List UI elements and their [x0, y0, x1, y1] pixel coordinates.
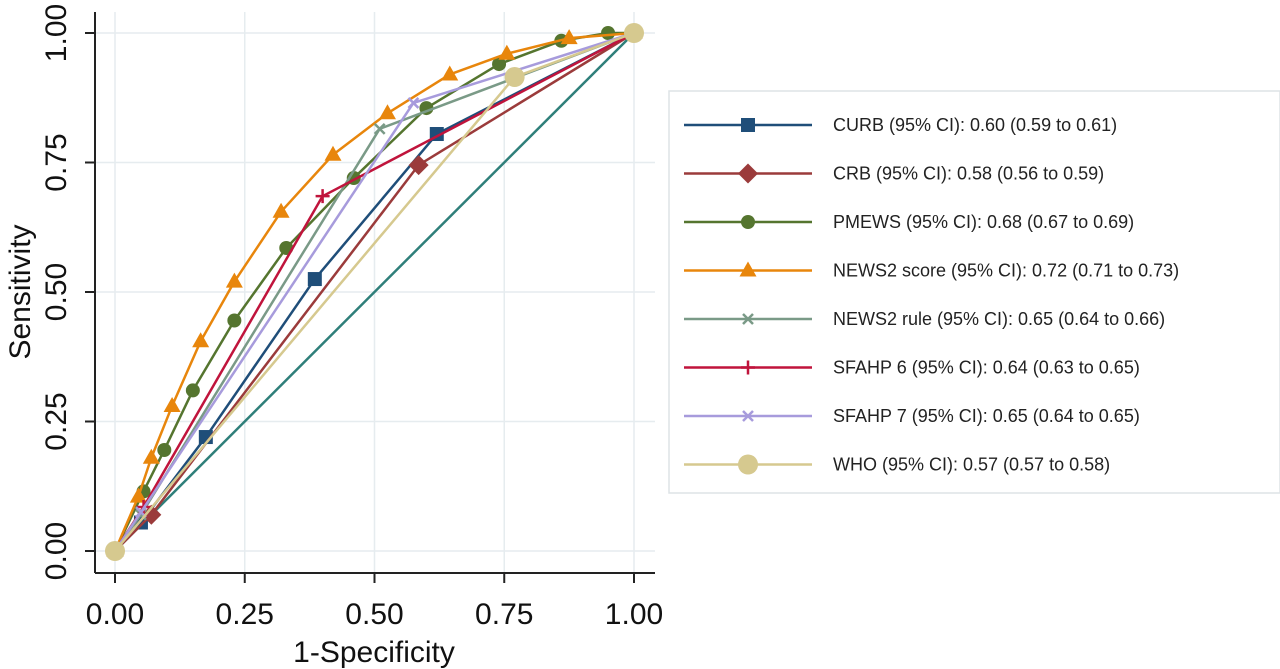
data-point [142, 448, 160, 464]
legend-marker [739, 261, 757, 277]
legend-marker [738, 163, 758, 184]
data-point [163, 396, 181, 412]
legend-entry: SFAHP 6 (95% CI): 0.64 (0.63 to 0.65) [684, 358, 1140, 378]
reference-diagonal [114, 32, 635, 552]
legend-label: CRB (95% CI): 0.58 (0.56 to 0.59) [833, 164, 1104, 184]
x-axis-title: 1-Specificity [293, 636, 455, 669]
y-axis-title: Sensitivity [4, 224, 37, 359]
y-tick-label: 0.50 [40, 263, 73, 321]
legend-label: NEWS2 score (95% CI): 0.72 (0.71 to 0.73… [833, 261, 1179, 281]
x-tick-label: 1.00 [605, 598, 663, 631]
data-point [225, 272, 243, 288]
y-tick-label: 1.00 [40, 4, 73, 62]
data-point [192, 332, 210, 348]
y-tick-labels: 0.00 0.25 0.50 0.75 1.00 [40, 4, 73, 580]
legend-marker [738, 454, 758, 475]
legend-label: NEWS2 rule (95% CI): 0.65 (0.64 to 0.66) [833, 309, 1165, 329]
legend: CURB (95% CI): 0.60 (0.59 to 0.61) CRB (9… [668, 90, 1280, 494]
legend-entry: CURB (95% CI): 0.60 (0.59 to 0.61) [684, 115, 1117, 135]
data-point [129, 487, 147, 503]
reference-line [114, 32, 635, 552]
x-tick-labels: 0.00 0.25 0.50 0.75 1.00 [86, 598, 663, 631]
legend-marker [742, 410, 754, 422]
data-point [408, 155, 429, 176]
x-tick-label: 0.00 [86, 598, 144, 631]
y-tick-label: 0.75 [40, 133, 73, 191]
data-point [601, 26, 616, 40]
legend-entry: PMEWS (95% CI): 0.68 (0.67 to 0.69) [684, 212, 1134, 232]
data-point [492, 57, 507, 72]
data-point [315, 189, 330, 204]
legend-marker [741, 215, 755, 229]
y-tick-label: 0.25 [40, 392, 73, 450]
legend-entry: CRB (95% CI): 0.58 (0.56 to 0.59) [684, 163, 1104, 184]
legend-marker [742, 313, 754, 325]
data-point [307, 272, 322, 287]
legend-marker [741, 118, 755, 132]
data-point [157, 442, 172, 457]
data-point [407, 97, 420, 109]
series-8 [105, 23, 644, 561]
data-point [185, 383, 200, 398]
y-tick-label: 0.00 [40, 522, 73, 580]
legend-entry: WHO (95% CI): 0.57 (0.57 to 0.58) [684, 454, 1110, 475]
legend-entry: NEWS2 score (95% CI): 0.72 (0.71 to 0.73… [684, 261, 1179, 281]
data-point [378, 104, 396, 120]
legend-label: SFAHP 7 (95% CI): 0.65 (0.64 to 0.65) [833, 406, 1140, 426]
data-point [504, 67, 525, 88]
series-layer [105, 23, 644, 561]
series-line [113, 31, 635, 552]
axes [85, 12, 655, 583]
legend-label: SFAHP 6 (95% CI): 0.64 (0.63 to 0.65) [833, 358, 1140, 378]
x-tick-label: 0.75 [475, 598, 533, 631]
data-point [272, 202, 290, 218]
x-tick-label: 0.25 [216, 598, 274, 631]
data-point [441, 65, 459, 81]
series-line [114, 31, 635, 552]
legend-entry: NEWS2 rule (95% CI): 0.65 (0.64 to 0.66) [684, 309, 1165, 329]
data-point [105, 541, 125, 561]
legend-label: WHO (95% CI): 0.57 (0.57 to 0.58) [833, 455, 1110, 475]
data-point [498, 44, 516, 60]
legend-marker [741, 360, 755, 375]
legend-box [668, 90, 1280, 494]
data-point [560, 29, 578, 45]
legend-label: PMEWS (95% CI): 0.68 (0.67 to 0.69) [833, 212, 1134, 232]
data-point [373, 122, 386, 135]
data-point [141, 504, 162, 525]
data-point [227, 313, 242, 328]
data-point [624, 23, 644, 43]
data-point [324, 145, 342, 161]
legend-label: CURB (95% CI): 0.60 (0.59 to 0.61) [833, 115, 1117, 135]
legend-entry: SFAHP 7 (95% CI): 0.65 (0.64 to 0.65) [684, 406, 1140, 426]
x-tick-label: 0.50 [345, 598, 403, 631]
